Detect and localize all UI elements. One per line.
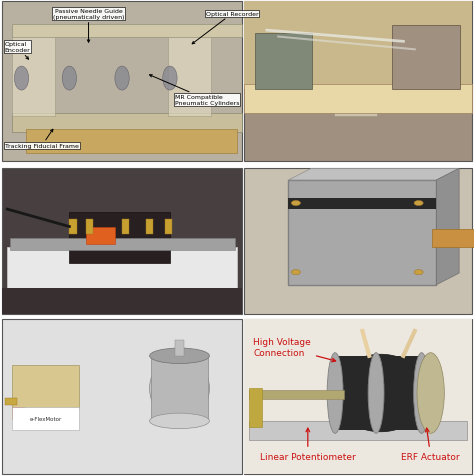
Bar bbox=[249, 388, 262, 427]
Bar bbox=[392, 26, 460, 90]
Ellipse shape bbox=[115, 67, 129, 91]
Ellipse shape bbox=[368, 353, 384, 433]
Bar bbox=[12, 366, 79, 408]
Ellipse shape bbox=[417, 353, 444, 433]
Text: High Voltage
Connection: High Voltage Connection bbox=[253, 337, 336, 362]
Bar bbox=[146, 220, 153, 234]
Text: Linear Potentiometer: Linear Potentiometer bbox=[260, 428, 356, 461]
Ellipse shape bbox=[292, 270, 301, 275]
Ellipse shape bbox=[327, 353, 343, 433]
Bar bbox=[12, 114, 242, 133]
Text: Passive Needle Guide
(pneumatically driven): Passive Needle Guide (pneumatically driv… bbox=[53, 9, 124, 43]
Ellipse shape bbox=[292, 201, 301, 206]
Bar bbox=[289, 180, 437, 285]
Bar bbox=[244, 169, 472, 314]
Bar bbox=[168, 30, 211, 117]
Ellipse shape bbox=[414, 201, 423, 206]
Bar bbox=[2, 288, 242, 314]
Bar bbox=[244, 85, 472, 114]
Bar bbox=[12, 30, 55, 117]
Bar bbox=[335, 356, 426, 430]
Ellipse shape bbox=[150, 348, 210, 364]
Ellipse shape bbox=[414, 353, 429, 433]
Bar bbox=[244, 319, 472, 474]
Bar bbox=[122, 220, 129, 234]
Text: Optical
Encoder: Optical Encoder bbox=[5, 42, 30, 60]
Bar bbox=[165, 220, 173, 234]
Ellipse shape bbox=[163, 67, 177, 91]
Bar bbox=[86, 220, 93, 234]
Bar bbox=[2, 169, 242, 314]
Bar bbox=[86, 227, 115, 245]
Bar bbox=[151, 356, 208, 421]
Polygon shape bbox=[437, 169, 459, 285]
Bar bbox=[244, 2, 472, 162]
Bar bbox=[26, 130, 237, 154]
Bar bbox=[5, 398, 17, 406]
Bar bbox=[432, 230, 474, 248]
Text: Tracking Fiducial Frame: Tracking Fiducial Frame bbox=[5, 130, 79, 149]
Bar bbox=[12, 25, 242, 38]
Bar bbox=[255, 34, 312, 90]
Bar bbox=[289, 199, 437, 209]
Bar bbox=[249, 390, 344, 399]
Bar bbox=[12, 407, 79, 430]
Ellipse shape bbox=[333, 355, 428, 432]
Text: Optical Recorder: Optical Recorder bbox=[192, 12, 258, 45]
Text: MR Compatible
Pneumatic Cylinders: MR Compatible Pneumatic Cylinders bbox=[149, 76, 239, 106]
Bar bbox=[69, 220, 77, 234]
Bar bbox=[244, 2, 472, 90]
Bar bbox=[7, 248, 237, 288]
Ellipse shape bbox=[150, 356, 210, 421]
Bar bbox=[69, 212, 170, 263]
Ellipse shape bbox=[14, 67, 29, 91]
Bar bbox=[2, 319, 242, 474]
Bar bbox=[249, 421, 467, 440]
Bar bbox=[9, 238, 235, 250]
Text: e-FlexMotor: e-FlexMotor bbox=[29, 416, 62, 421]
Ellipse shape bbox=[62, 67, 77, 91]
Bar bbox=[12, 407, 24, 419]
Polygon shape bbox=[289, 169, 459, 180]
Text: ERF Actuator: ERF Actuator bbox=[401, 428, 460, 461]
Ellipse shape bbox=[414, 270, 423, 275]
Bar bbox=[175, 341, 184, 356]
Ellipse shape bbox=[150, 413, 210, 429]
Bar bbox=[2, 2, 242, 162]
Bar bbox=[334, 30, 377, 117]
Bar bbox=[244, 319, 472, 474]
